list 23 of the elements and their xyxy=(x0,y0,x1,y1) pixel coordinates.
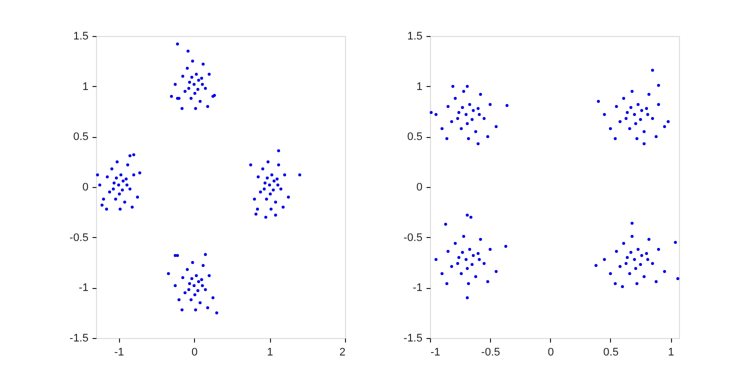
y-tick-label: -0.5 xyxy=(404,232,422,244)
y-tick-label: 0 xyxy=(416,182,422,194)
y-tick-label: -1.5 xyxy=(70,332,88,344)
y-tick-label: -1 xyxy=(412,282,422,294)
x-tick-label: -1 xyxy=(114,346,124,358)
y-tick-label: 1 xyxy=(82,80,88,93)
y-tick-label: -1 xyxy=(78,282,88,294)
x-tick-label: 0.5 xyxy=(603,346,619,358)
x-tick-label: -1 xyxy=(430,346,440,358)
x-tick-label: -0.5 xyxy=(481,346,500,358)
x-tick-label: 1 xyxy=(668,346,674,358)
y-tick-label: -0.5 xyxy=(70,232,88,244)
x-tick-label: 1 xyxy=(266,346,274,358)
y-tick-label: -1.5 xyxy=(404,332,422,344)
y-tick-label: 0.5 xyxy=(407,131,422,144)
y-tick-label: 1.5 xyxy=(407,30,422,42)
y-tick-label: 0 xyxy=(82,182,88,194)
y-tick-label: 1.5 xyxy=(73,30,88,42)
x-tick-label: 2 xyxy=(339,346,346,358)
x-tick-label: 0 xyxy=(548,346,554,358)
x-tick-label: 0 xyxy=(192,346,198,358)
y-tick-label: 1 xyxy=(416,80,422,93)
y-tick-label: 0.5 xyxy=(73,131,88,144)
